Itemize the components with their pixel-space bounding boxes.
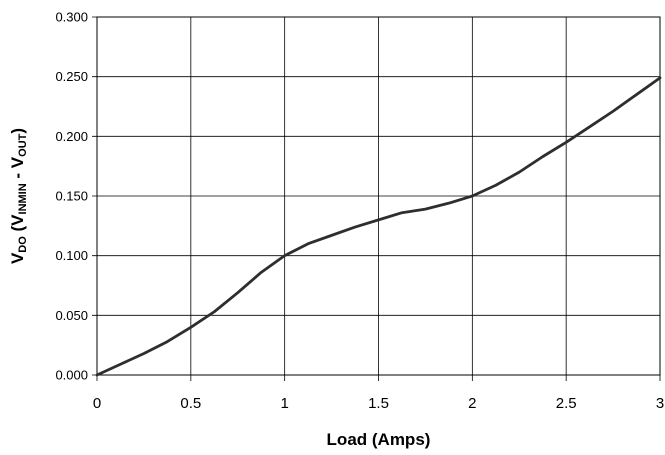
y-tick-label: 0.200 xyxy=(55,129,88,144)
y-axis-label-subscript: OUT xyxy=(17,133,29,157)
x-tick-label: 0 xyxy=(93,395,101,412)
y-axis-label-subscript: DO xyxy=(17,236,29,253)
series-layer xyxy=(95,76,662,377)
x-tick-label: 1.5 xyxy=(368,395,389,412)
x-tick-label: 2.5 xyxy=(556,395,577,412)
y-axis-tick-labels: 0.000 0.050 0.100 0.150 0.200 0.250 0.300 xyxy=(55,10,88,383)
plot-area-frame xyxy=(96,16,661,376)
y-tick-label: 0.050 xyxy=(55,308,88,323)
y-tick-label: 0.000 xyxy=(55,368,88,383)
series-line-0 xyxy=(95,76,662,377)
y-tick-label: 0.150 xyxy=(55,189,88,204)
y-axis-label: VDO (VINMIN - VOUT) xyxy=(8,128,29,264)
y-tick-label: 0.100 xyxy=(55,248,88,263)
y-axis-label-text: - V xyxy=(8,156,27,183)
x-axis-tick-labels: 0 0.5 1 1.5 2 2.5 3 xyxy=(93,395,664,412)
y-axis-label-subscript: INMIN xyxy=(17,183,29,214)
y-axis-label-text: ) xyxy=(8,128,27,134)
x-tick-label: 3 xyxy=(656,395,664,412)
grid xyxy=(92,16,661,381)
x-tick-label: 1 xyxy=(280,395,288,412)
x-tick-label: 0.5 xyxy=(180,395,201,412)
x-tick-label: 2 xyxy=(468,395,476,412)
y-tick-label: 0.250 xyxy=(55,69,88,84)
x-axis-label: Load (Amps) xyxy=(327,430,431,449)
y-axis-label-text: (V xyxy=(8,214,27,236)
y-tick-label: 0.300 xyxy=(55,10,88,25)
y-axis-label-text: V xyxy=(8,252,27,264)
